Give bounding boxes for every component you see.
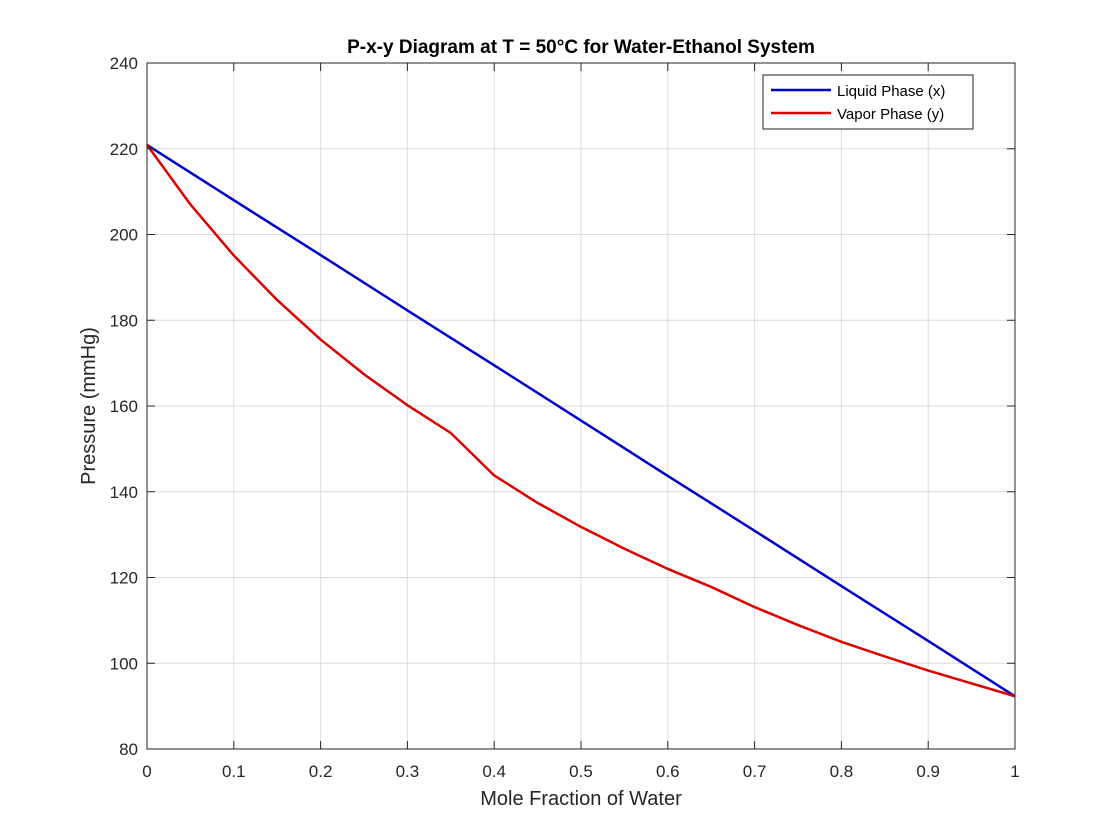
legend-box — [762, 74, 974, 130]
y-tick-label: 120 — [110, 569, 138, 588]
x-tick-label: 0.8 — [830, 762, 854, 781]
ticks: 0 0.1 0.2 0.3 0.4 0.5 0.6 0.7 0.8 0.9 180100120140… — [110, 54, 1020, 781]
legend-label-liquid: Liquid Phase (x) — [837, 83, 945, 100]
legend-label-vapor: Vapor Phase (y) — [837, 106, 944, 123]
y-tick-label: 80 — [119, 740, 138, 759]
x-tick-label: 0.7 — [743, 762, 767, 781]
vapor-phase-line — [145, 144, 1016, 698]
y-tick-label: 200 — [110, 226, 138, 245]
x-tick-label: 0.2 — [309, 762, 333, 781]
y-tick-label: 240 — [110, 54, 138, 73]
x-tick-label: 0 — [142, 762, 151, 781]
x-tick-label: 0.1 — [222, 762, 246, 781]
legend: Liquid Phase (x) Vapor Phase (y) — [762, 74, 974, 130]
x-tick-label: 0.9 — [916, 762, 940, 781]
x-tick-label: 1 — [1010, 762, 1019, 781]
y-tick-label: 140 — [110, 483, 138, 502]
liquid-phase-line — [146, 143, 1016, 698]
x-tick-label: 0.3 — [396, 762, 420, 781]
y-tick-label: 220 — [110, 140, 138, 159]
y-tick-label: 160 — [110, 397, 138, 416]
x-tick-label: 0.4 — [482, 762, 506, 781]
x-tick-label: 0.6 — [656, 762, 680, 781]
chart-title: P-x-y Diagram at T = 50°C for Water-Etha… — [347, 37, 815, 58]
y-axis-title: Pressure (mmHg) — [78, 327, 100, 485]
y-tick-label: 180 — [110, 311, 138, 330]
x-tick-label: 0.5 — [569, 762, 593, 781]
y-tick-label: 100 — [110, 654, 138, 673]
series-layer — [145, 143, 1016, 698]
grid — [147, 63, 1015, 749]
x-axis-title: Mole Fraction of Water — [480, 788, 682, 810]
